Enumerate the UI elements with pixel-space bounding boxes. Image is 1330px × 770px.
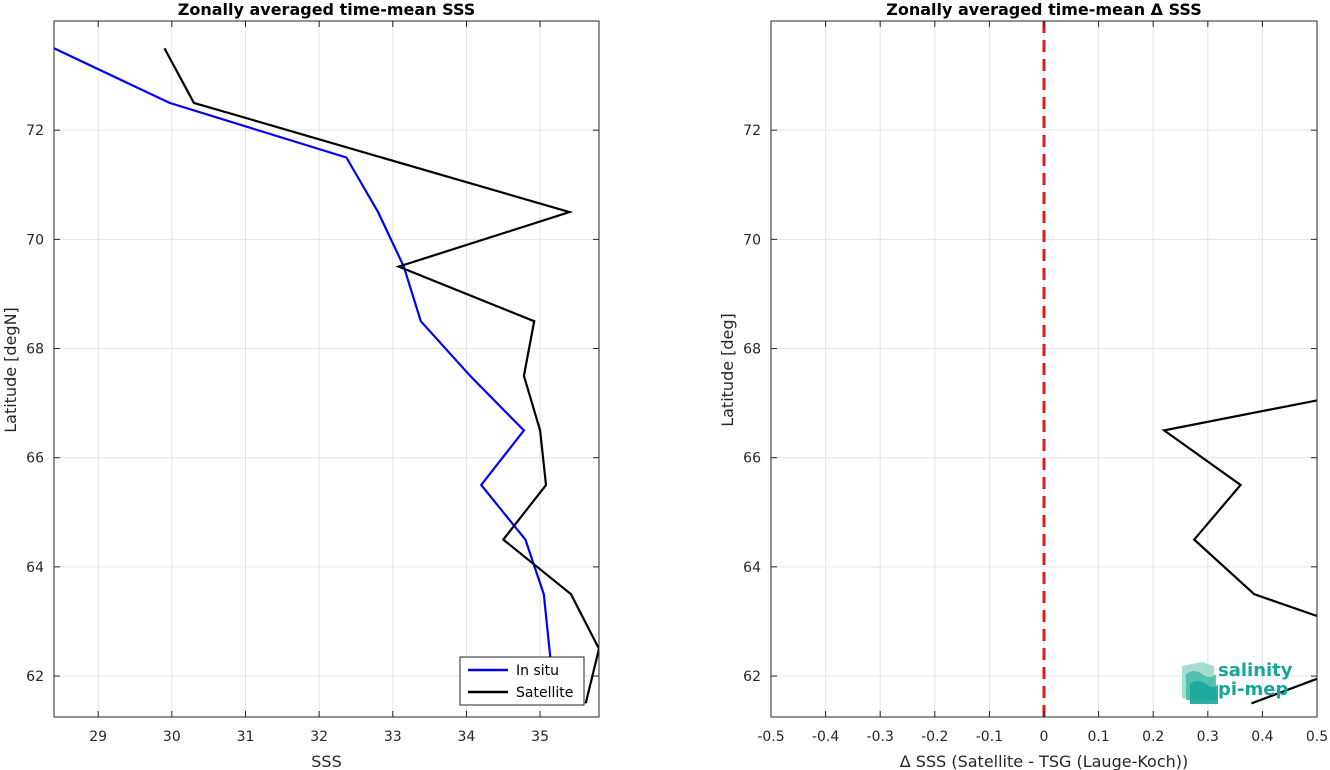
x-tick-label: 33	[384, 729, 402, 745]
axes-box	[53, 20, 600, 718]
y-tick-label: 68	[26, 342, 44, 358]
x-tick-label: 0.1	[1087, 729, 1109, 745]
x-axis-label: SSS	[311, 752, 341, 770]
x-tick-label: -0.5	[757, 729, 784, 745]
y-axis-label: Latitude [degN]	[1, 307, 20, 433]
x-axis-label: Δ SSS (Satellite - TSG (Lauge-Koch))	[900, 752, 1189, 770]
x-tick-label: -0.2	[921, 729, 948, 745]
series-line-3	[1251, 677, 1317, 705]
y-tick-label: 62	[743, 669, 761, 685]
y-tick-label: 70	[26, 232, 44, 248]
y-tick-label: 68	[743, 342, 761, 358]
x-tick-label: 29	[89, 729, 107, 745]
x-tick-label: 0.5	[1306, 729, 1328, 745]
x-tick-label: 30	[163, 729, 181, 745]
y-tick-label: 72	[26, 123, 44, 139]
plot-area	[54, 47, 599, 704]
x-tick-label: 0	[1040, 729, 1049, 745]
x-tick-label: 35	[531, 729, 549, 745]
x-tick-label: 0.2	[1142, 729, 1164, 745]
y-axis-label: Latitude [deg]	[718, 313, 737, 427]
legend-label: Satellite	[516, 685, 573, 701]
x-tick-label: -0.1	[976, 729, 1003, 745]
y-tick-label: 64	[26, 560, 44, 576]
y-tick-label: 66	[26, 451, 44, 467]
x-tick-label: 34	[458, 729, 476, 745]
x-tick-label: 31	[237, 729, 255, 745]
series-line-satellite	[163, 47, 599, 704]
panel-1: 29 30 31 32 33 34 35 62 64 66 68 70 72 Zonally averag…	[1, 0, 600, 770]
legend-box	[459, 656, 585, 706]
chart-title: Zonally averaged time-mean Δ SSS	[886, 0, 1202, 19]
x-tick-label: 0.3	[1197, 729, 1219, 745]
y-tick-label: 70	[743, 232, 761, 248]
plot-area	[1042, 21, 1317, 717]
x-tick-label: -0.4	[812, 729, 839, 745]
y-tick-label: 62	[26, 669, 44, 685]
series-line-1	[1161, 399, 1317, 618]
legend: In situ Satellite	[459, 656, 585, 706]
series-line-in-situ	[54, 47, 553, 666]
x-tick-label: -0.3	[867, 729, 894, 745]
x-tick-label: 0.4	[1251, 729, 1273, 745]
y-tick-label: 64	[743, 560, 761, 576]
chart-title: Zonally averaged time-mean SSS	[178, 0, 476, 19]
legend-label: In situ	[516, 663, 559, 679]
y-tick-label: 72	[743, 123, 761, 139]
x-tick-label: 32	[310, 729, 328, 745]
panel-2: -0.5 -0.4 -0.3 -0.2 -0.1 0 0.1 0.2 0.3 0.4 0.5 62 64…	[718, 0, 1328, 770]
y-tick-label: 66	[743, 451, 761, 467]
